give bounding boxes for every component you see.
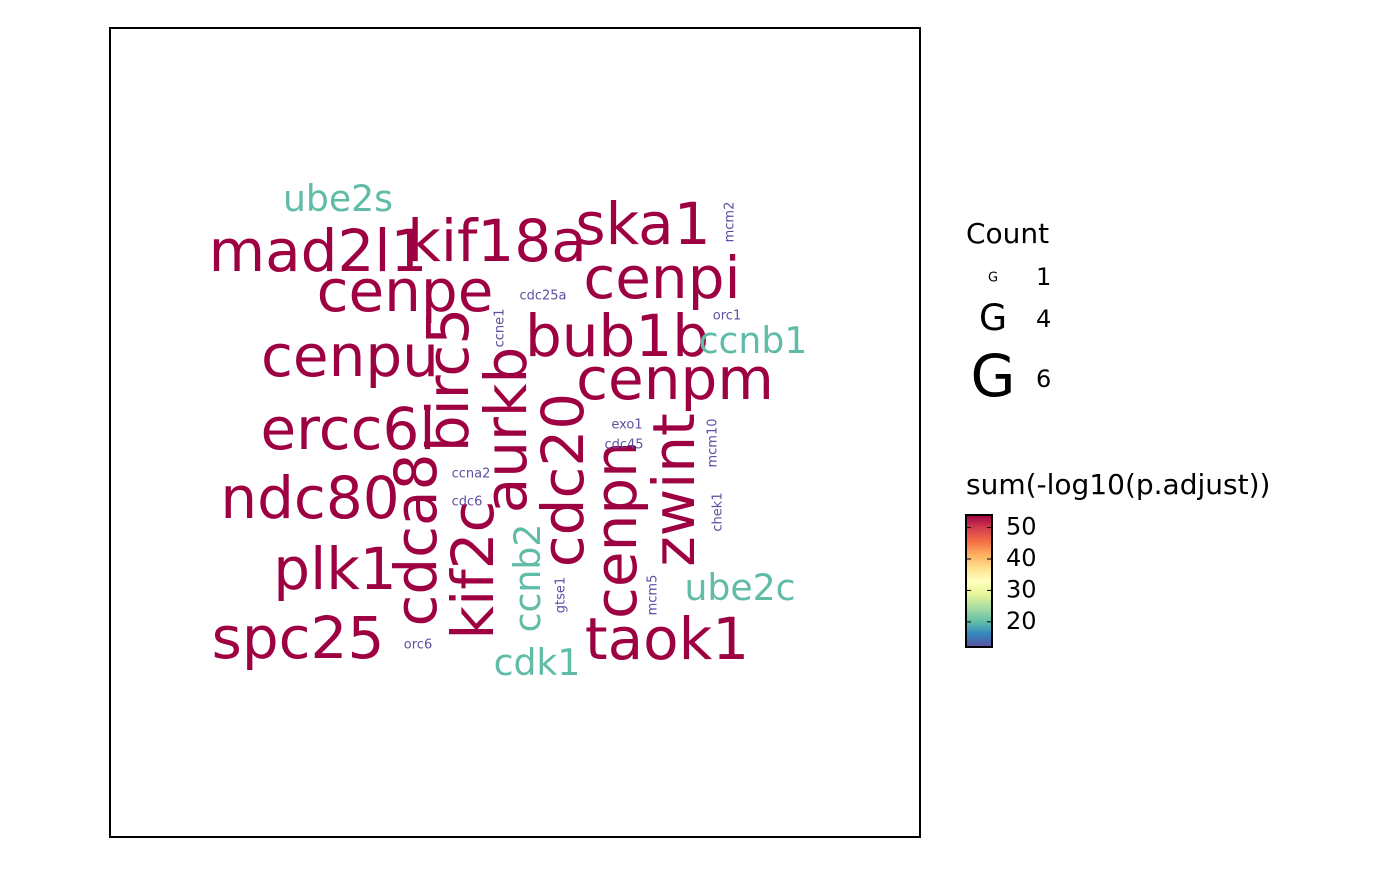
- word: aurkb: [472, 347, 540, 514]
- word: ska1: [575, 190, 710, 258]
- word: cenpu: [261, 322, 439, 390]
- word: cenpm: [576, 345, 774, 413]
- word: mcm10: [706, 418, 721, 467]
- size-legend-glyph: G: [971, 342, 1016, 410]
- word: cenpe: [317, 257, 494, 325]
- size-legend-glyph: G: [979, 296, 1007, 339]
- color-tick-label: 20: [1006, 607, 1037, 635]
- word: spc25: [212, 604, 385, 672]
- word: exo1: [611, 418, 642, 433]
- word: gtse1: [554, 577, 569, 613]
- word: kif18a: [407, 207, 586, 275]
- word: ccna2: [452, 467, 491, 482]
- word: birc5: [414, 308, 482, 452]
- size-legend-label: 4: [1036, 305, 1051, 333]
- word: cenpi: [583, 244, 740, 312]
- word: chek1: [711, 492, 726, 531]
- plot-panel: [109, 27, 921, 838]
- word: ercc6l: [260, 395, 435, 463]
- word: cdc6: [452, 495, 483, 510]
- word: bub1b: [525, 302, 709, 370]
- word: cdca8: [382, 453, 450, 626]
- word: ndc80: [220, 464, 399, 532]
- word: ccnb2: [506, 524, 549, 633]
- size-legend-label: 1: [1036, 263, 1051, 291]
- color-tick-label: 30: [1006, 575, 1037, 603]
- word: zwint: [640, 413, 708, 567]
- color-tick-label: 40: [1006, 544, 1037, 572]
- word: ube2c: [684, 566, 795, 609]
- size-legend-glyph: G: [988, 271, 998, 286]
- word: orc6: [404, 638, 432, 653]
- word: ccne1: [493, 309, 508, 348]
- word: mcm2: [723, 202, 738, 243]
- word: mcm5: [646, 575, 661, 616]
- word: orc1: [713, 309, 741, 324]
- word: cenpn: [582, 441, 650, 619]
- size-legend-label: 6: [1036, 365, 1051, 393]
- word: mad2l1: [209, 217, 428, 285]
- word: plk1: [273, 535, 396, 603]
- size-legend-title: Count: [966, 217, 1049, 250]
- word: cdk1: [494, 641, 581, 684]
- word: ccnb1: [699, 319, 808, 362]
- color-legend-title: sum(-log10(p.adjust)): [966, 468, 1270, 501]
- word: cdc45: [604, 438, 643, 453]
- color-tick-label: 50: [1006, 513, 1037, 541]
- word: cdc25a: [519, 289, 566, 304]
- word: ube2s: [283, 177, 393, 220]
- word: taok1: [585, 605, 749, 673]
- word: cdc20: [529, 393, 597, 567]
- word: kif2c: [439, 501, 507, 640]
- color-bar: [965, 514, 993, 648]
